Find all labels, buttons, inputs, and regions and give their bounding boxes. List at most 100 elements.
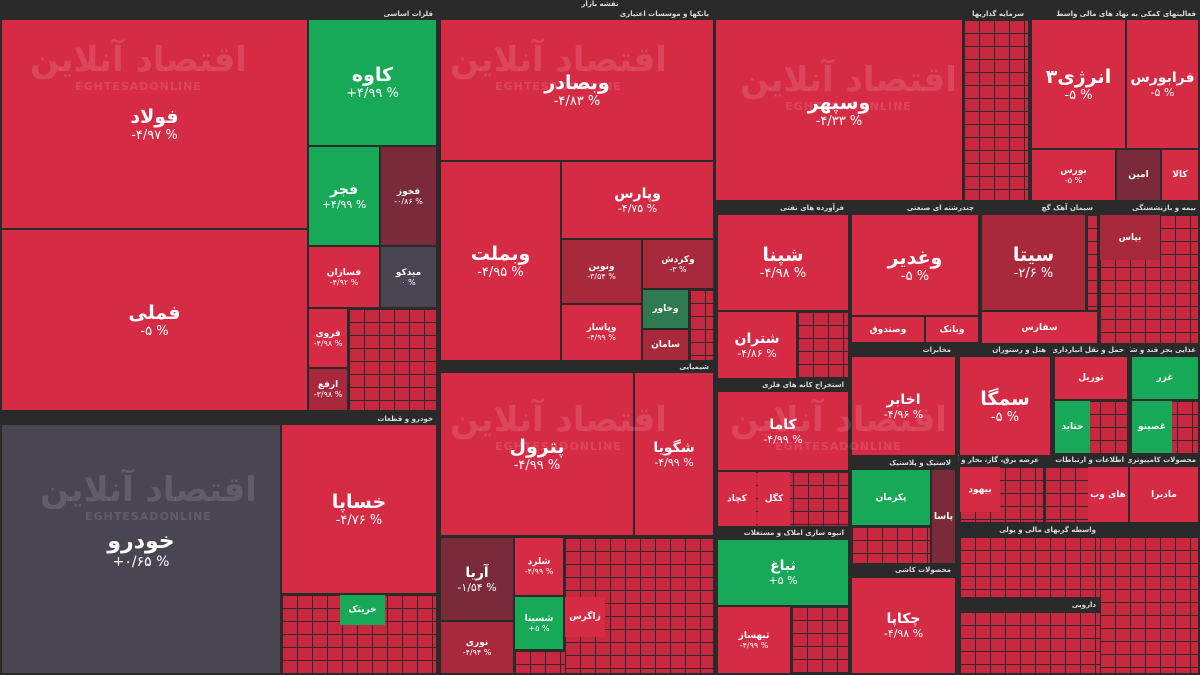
stock-change: +۴/۹۹ % xyxy=(346,86,399,101)
stock-change: -۳ % xyxy=(669,264,687,274)
stock-name: میدکو xyxy=(395,267,422,278)
stock-change: -۴/۹۸ % xyxy=(313,338,343,348)
stock-name: وصندوق xyxy=(869,324,907,335)
stock-tile: وپاسار -۴/۹۹ % xyxy=(562,305,641,360)
stock-tile: سمگا -۵ % xyxy=(960,357,1050,455)
stock-tile: پکرمان xyxy=(852,470,930,525)
stock-tile: پاسا xyxy=(932,470,955,563)
map-title: نقشه بازار xyxy=(581,0,619,8)
stock-name: سامان xyxy=(651,340,680,350)
stock-tile: حتاید xyxy=(1055,401,1090,453)
sector-title: محصولات کاشی xyxy=(894,566,951,574)
stock-tile: وبانک xyxy=(926,317,978,342)
sector-title: عرضه برق، گاز، بخار و آب گرم xyxy=(958,456,1039,464)
stock-tile: زاگرس xyxy=(565,597,605,637)
stock-name: ثباغ xyxy=(770,558,796,574)
sector-title: استخراج کانه های فلزی xyxy=(762,381,844,389)
stock-tile: شپنا -۴/۹۸ % xyxy=(718,215,848,310)
stock-change: -۴/۷۵ % xyxy=(617,201,658,215)
stock-name: کاوه xyxy=(351,64,394,86)
sector-title: دارویی xyxy=(1071,601,1096,609)
stock-tile: میدکو ۰ % xyxy=(381,247,436,307)
small-tiles xyxy=(964,20,1028,200)
stock-name: چکاپا xyxy=(886,611,921,627)
stock-tile: انرژی۳ -۵ % xyxy=(1032,20,1125,148)
stock-change: -۴/۳۳ % xyxy=(815,113,863,129)
stock-name: فملی xyxy=(128,301,181,324)
stock-change: +۰/۶۵ % xyxy=(112,553,170,570)
stock-change: -۴/۹۹ % xyxy=(739,640,769,650)
sector-title: محصولات کامپیوتری xyxy=(1128,456,1196,464)
stock-change: -۱/۵۴ % xyxy=(457,580,497,594)
stock-change: -۴/۹۷ % xyxy=(131,127,178,143)
stock-tile: شلرد -۴/۹۹ % xyxy=(515,538,563,595)
sector-title: بانکها و موسسات اعتباری xyxy=(619,10,709,18)
stock-name: خریتک xyxy=(348,605,377,615)
stock-tile: فروی -۴/۹۸ % xyxy=(309,309,347,367)
stock-name: وکردش xyxy=(661,254,695,265)
stock-tile: کاوه +۴/۹۹ % xyxy=(309,20,436,145)
stock-change: -۵ % xyxy=(990,409,1020,425)
stock-tile: خودرو +۰/۶۵ % xyxy=(2,425,280,673)
stock-name: انرژی۳ xyxy=(1045,65,1112,88)
sector-title: لاستیک و پلاستیک xyxy=(889,459,951,467)
stock-change: -۴/۹۹ % xyxy=(587,333,616,342)
stock-tile: ثبهساز -۴/۹۹ % xyxy=(718,607,790,673)
stock-name: حتاید xyxy=(1061,422,1084,432)
stock-change: -۴/۹۹ % xyxy=(654,455,694,469)
stock-tile: وصندوق xyxy=(852,317,924,342)
sector-title: خودرو و قطعات xyxy=(377,415,433,423)
stock-tile: خریتک xyxy=(340,595,385,625)
sector-title: فلزات اساسی xyxy=(383,10,433,18)
stock-change: -۴/۹۶ % xyxy=(883,407,924,421)
stock-change: -۵ % xyxy=(1150,85,1175,99)
stock-tile: فخوز -۰/۸۶ % xyxy=(381,147,436,245)
stock-tile: اخابر -۴/۹۶ % xyxy=(852,357,955,455)
small-tiles xyxy=(515,651,565,673)
stock-tile: غصینو xyxy=(1132,401,1172,453)
stock-name: سیتا xyxy=(1012,244,1055,266)
stock-change: -۲/۶ % xyxy=(1013,266,1054,281)
stock-tile: فملی -۵ % xyxy=(2,230,307,410)
stock-change: -۴/۹۵ % xyxy=(477,264,524,280)
stock-tile: ثباغ +۵ % xyxy=(718,540,848,605)
stock-name: شلرد xyxy=(527,557,551,567)
stock-name: فخوز xyxy=(396,186,421,197)
stock-name: مادیرا xyxy=(1151,489,1177,500)
stock-name: وپارس xyxy=(614,185,661,202)
sector-title: شیمیایی xyxy=(679,363,709,371)
stock-name: ارفع xyxy=(317,380,339,390)
stock-tile: فولاد -۴/۹۷ % xyxy=(2,20,307,228)
stock-name: نوری xyxy=(465,638,489,648)
small-tiles xyxy=(690,290,713,360)
stock-change: ۰ % xyxy=(401,277,416,287)
stock-tile: توریل xyxy=(1055,357,1127,399)
stock-name: وخاور xyxy=(652,304,679,314)
stock-tile: وسپهر -۴/۳۳ % xyxy=(716,20,962,200)
stock-name: وپاسار xyxy=(586,323,617,333)
stock-name: زاگرس xyxy=(569,612,601,622)
stock-name: وبملت xyxy=(470,242,531,265)
stock-tile: بپاس xyxy=(1100,215,1160,260)
stock-name: شتران xyxy=(734,330,780,347)
stock-tile: پترول -۴/۹۹ % xyxy=(441,373,633,535)
small-tiles xyxy=(852,527,930,563)
stock-tile: شتران -۴/۸۶ % xyxy=(718,312,796,378)
stock-tile: فرابورس -۵ % xyxy=(1127,20,1198,148)
sector-title: مخابرات xyxy=(922,346,951,354)
stock-name: کاما xyxy=(769,416,797,433)
stock-tile: شسینا +۵ % xyxy=(515,597,563,649)
small-tiles xyxy=(798,312,848,378)
stock-name: شسینا xyxy=(524,613,554,624)
sector-title: هتل و رستوران xyxy=(992,346,1046,354)
stock-name: بیهود xyxy=(968,484,992,495)
stock-name: شگویا xyxy=(653,439,695,456)
stock-change: -۴/۹۴ % xyxy=(462,648,492,657)
stock-change: -۴/۹۲ % xyxy=(329,277,359,287)
stock-tile: کگل xyxy=(758,472,790,526)
stock-tile: نوری -۴/۹۴ % xyxy=(441,622,513,673)
stock-tile: فسازان -۴/۹۲ % xyxy=(309,247,379,307)
stock-tile: آریا -۱/۵۴ % xyxy=(441,538,513,620)
sector-title: اطلاعات و ارتباطات xyxy=(1055,456,1124,464)
